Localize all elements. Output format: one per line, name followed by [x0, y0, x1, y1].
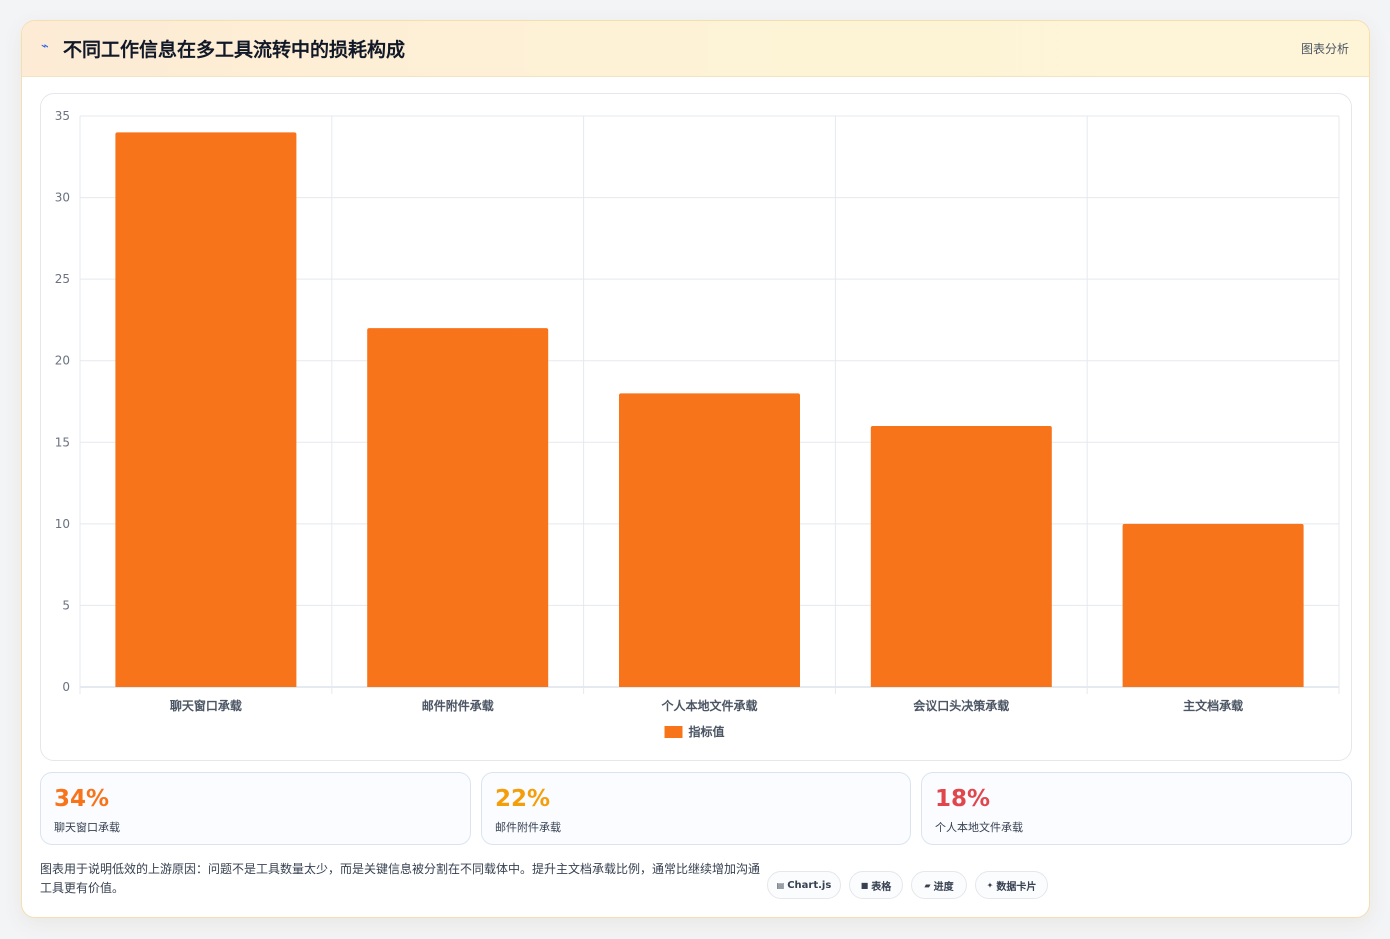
card-header: ⌁ 不同工作信息在多工具流转中的损耗构成 图表分析	[22, 21, 1369, 77]
chart-spark-icon: ⌁	[41, 39, 49, 54]
stat-label-2: 邮件附件承载	[495, 821, 561, 834]
stat-label-3: 个人本地文件承载	[935, 821, 1023, 834]
y-tick-label: 5	[62, 598, 70, 612]
y-tick-label: 30	[55, 191, 70, 205]
y-tick-label: 10	[55, 517, 70, 531]
bar	[1122, 523, 1304, 687]
sparkle-icon: ✦	[986, 880, 994, 890]
stat-card-2: 22% 邮件附件承载	[481, 772, 911, 845]
stat-value-3: 18%	[935, 786, 991, 812]
x-tick-label: 个人本地文件承载	[660, 698, 757, 713]
y-tick-label: 15	[55, 435, 70, 449]
stat-value-2: 22%	[495, 786, 551, 812]
pill-label: 进度	[933, 881, 954, 893]
bar	[619, 393, 800, 687]
table-icon: ■	[860, 880, 869, 890]
bar	[115, 132, 297, 688]
y-tick-label: 35	[55, 109, 70, 123]
chart-area: 0 5 10 15 20 25 30 35 聊天窗口承载 邮件附件承载 个人本地文件承载 会议口头决策…	[40, 93, 1352, 761]
y-tick-label: 20	[55, 354, 70, 368]
x-tick-label: 邮件附件承载	[422, 698, 494, 713]
pill-data-card[interactable]: ✦ 数据卡片	[975, 871, 1048, 899]
bar-chart: 0 5 10 15 20 25 30 35 聊天窗口承载 邮件附件承载 个人本地文件承载 会议口头决策…	[55, 109, 1340, 739]
x-tick-label: 会议口头决策承载	[913, 698, 1009, 713]
stat-card-1: 34% 聊天窗口承载	[40, 772, 471, 845]
pill-table[interactable]: ■ 表格	[849, 871, 903, 899]
chart-icon: ▤	[776, 880, 785, 890]
y-tick-label: 25	[55, 272, 70, 286]
legend-label: 指标值	[689, 724, 725, 739]
pill-chartjs[interactable]: ▤ Chart.js	[767, 871, 841, 899]
chart-type-tag: 图表分析	[1300, 42, 1349, 56]
legend-swatch	[664, 726, 683, 738]
bar	[367, 328, 549, 687]
chart-caption: 图表用于说明低效的上游原因：问题不是工具数量太少，而是关键信息被分割在不同载体中…	[40, 862, 761, 895]
y-tick-label: 0	[62, 680, 70, 694]
x-tick-label: 聊天窗口承载	[170, 698, 242, 713]
pill-label: 数据卡片	[996, 881, 1037, 893]
pill-label: 表格	[871, 881, 892, 893]
stat-label-1: 聊天窗口承载	[54, 821, 120, 834]
bar	[870, 425, 1052, 687]
x-tick-label: 主文档承载	[1183, 698, 1243, 713]
chart-card: ⌁ 不同工作信息在多工具流转中的损耗构成 图表分析 0 5 10 15 20 25 30 35…	[21, 20, 1370, 918]
pill-progress[interactable]: ▰ 进度	[911, 871, 967, 899]
progress-icon: ▰	[924, 880, 931, 890]
pill-label: Chart.js	[787, 879, 832, 891]
chart-title: 不同工作信息在多工具流转中的损耗构成	[63, 39, 406, 61]
stat-card-3: 18% 个人本地文件承载	[921, 772, 1352, 845]
stat-value-1: 34%	[54, 786, 110, 812]
